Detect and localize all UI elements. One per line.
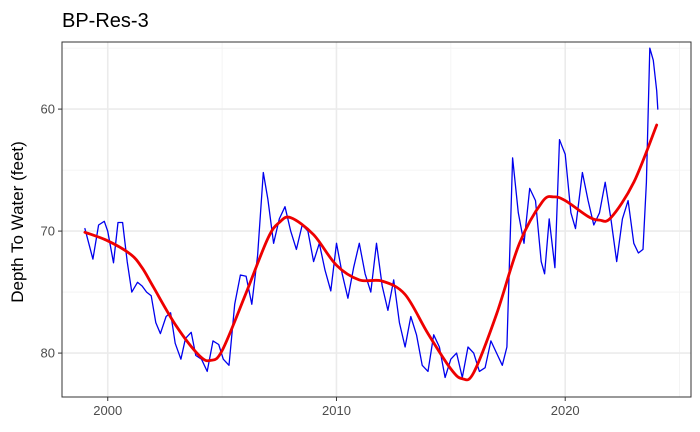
major-gridlines (62, 42, 691, 397)
x-tick-label: 2020 (551, 403, 580, 418)
observed-depth-line (84, 47, 659, 379)
panel-background (62, 42, 691, 397)
plot-area (61, 41, 692, 398)
series-layer (83, 47, 659, 382)
y-tick-label: 70 (41, 224, 55, 239)
panel-border (61, 41, 692, 398)
chart-title: BP-Res-3 (62, 10, 149, 32)
trend-line (83, 123, 659, 382)
y-axis: 60 70 80 (41, 102, 62, 361)
x-axis: 2000 2010 2020 (93, 397, 580, 418)
x-tick-label: 2010 (322, 403, 351, 418)
x-tick-label: 2000 (93, 403, 122, 418)
y-tick-label: 60 (41, 102, 55, 117)
minor-gridlines (62, 42, 691, 397)
y-axis-label: Depth To Water (feet) (8, 141, 27, 303)
y-tick-label: 80 (41, 346, 55, 361)
